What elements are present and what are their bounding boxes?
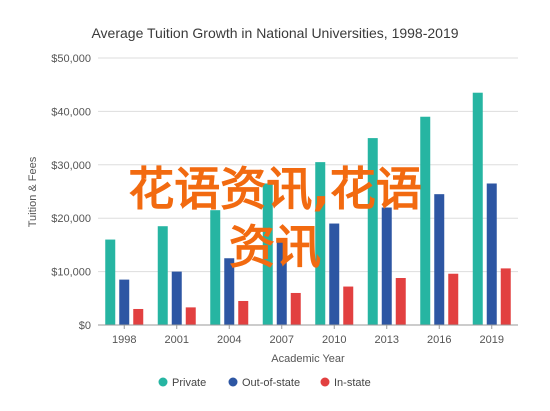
y-tick-label: $30,000 — [51, 160, 91, 172]
y-axis-label: Tuition & Fees — [27, 156, 39, 227]
x-tick-label: 2001 — [165, 334, 189, 346]
bar-private-2013 — [367, 138, 378, 325]
bar-out-of-state-2004 — [224, 258, 235, 325]
bar-out-of-state-2016 — [434, 194, 445, 325]
y-tick-label: $20,000 — [51, 213, 91, 225]
legend-marker — [158, 377, 168, 387]
bar-private-2019 — [472, 92, 483, 326]
bar-in-state-2001 — [185, 307, 196, 325]
bar-private-2001 — [157, 226, 168, 325]
legend-label: In-state — [334, 377, 371, 389]
bar-out-of-state-2010 — [329, 223, 340, 325]
x-tick-label: 2004 — [217, 334, 241, 346]
x-tick-label: 2013 — [375, 334, 399, 346]
bar-private-2016 — [420, 116, 431, 326]
legend: Private Out-of-state In-state — [158, 377, 371, 389]
bar-out-of-state-2007 — [276, 239, 287, 325]
x-tick-label: 2016 — [427, 334, 451, 346]
bar-in-state-1998 — [133, 308, 144, 325]
y-axis-ticks: $0 $10,000 $20,000 $30,000 $40,000 $50,000 — [51, 53, 91, 332]
bar-in-state-2019 — [500, 268, 511, 325]
overlay-line-2: 资讯 — [229, 220, 321, 274]
bar-out-of-state-2001 — [171, 271, 182, 325]
legend-marker — [320, 377, 330, 387]
y-tick-label: $50,000 — [51, 53, 91, 65]
bar-out-of-state-1998 — [119, 279, 130, 325]
overlay-line-1: 花语资讯,花语 — [128, 162, 421, 216]
x-axis-label: Academic Year — [271, 353, 345, 365]
legend-label: Private — [172, 377, 206, 389]
y-tick-label: $0 — [79, 320, 91, 332]
x-tick-label: 1998 — [112, 334, 136, 346]
legend-label: Out-of-state — [242, 377, 300, 389]
chart-title: Average Tuition Growth in National Unive… — [91, 25, 458, 41]
bar-private-2010 — [315, 162, 326, 325]
bar-in-state-2016 — [448, 273, 459, 325]
x-axis-ticks: 1998 2001 2004 2007 2010 2013 2016 2019 — [98, 324, 518, 346]
bar-private-1998 — [105, 239, 116, 325]
x-tick-label: 2019 — [480, 334, 504, 346]
bar-out-of-state-2019 — [486, 183, 497, 325]
x-tick-label: 2010 — [322, 334, 346, 346]
x-tick-label: 2007 — [270, 334, 294, 346]
bar-in-state-2013 — [395, 278, 406, 325]
y-tick-label: $40,000 — [51, 106, 91, 118]
bar-in-state-2004 — [238, 300, 249, 325]
bar-in-state-2007 — [290, 292, 301, 325]
bar-private-2004 — [210, 210, 221, 325]
legend-marker — [228, 377, 238, 387]
watermark-overlay: 花语资讯,花语 资讯 — [128, 162, 421, 274]
bars — [105, 92, 511, 326]
y-tick-label: $10,000 — [51, 267, 91, 279]
bar-private-2007 — [262, 183, 273, 325]
bar-in-state-2010 — [343, 286, 354, 325]
bar-out-of-state-2013 — [381, 207, 392, 325]
